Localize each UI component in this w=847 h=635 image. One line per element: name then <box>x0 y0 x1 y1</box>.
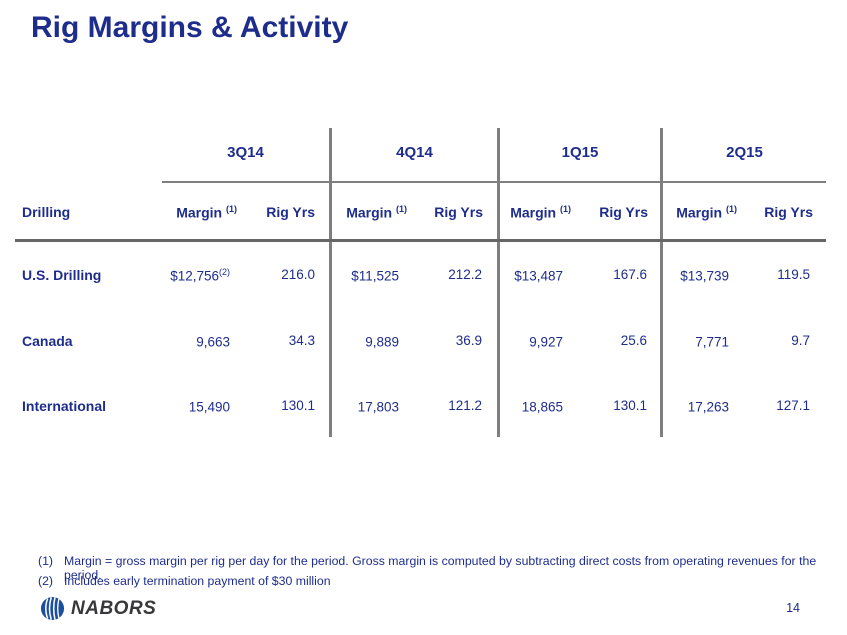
rigyrs-cell: 119.5 <box>777 267 810 282</box>
logo-wordmark: NABORS <box>71 597 157 619</box>
margin-cell: 17,803 <box>357 399 399 415</box>
quarter-underline <box>663 181 826 183</box>
margin-cell: 18,865 <box>521 399 563 415</box>
rigyrs-cell: 34.3 <box>288 333 315 348</box>
table-divider <box>660 128 663 437</box>
margin-column-header: Margin (1) <box>676 204 737 221</box>
footnote-marker: (1) <box>38 554 54 568</box>
row-label-us-drilling: U.S. Drilling <box>22 267 102 283</box>
margin-cell: 17,263 <box>687 399 729 415</box>
table-divider <box>329 128 332 437</box>
table-divider <box>497 128 500 437</box>
quarter-underline <box>500 181 660 183</box>
footnote-ref-1: (1) <box>396 204 407 214</box>
rigyrs-cell: 127.1 <box>776 398 810 413</box>
page-number: 14 <box>786 601 800 615</box>
footnote-ref-1: (1) <box>226 204 237 214</box>
margin-cell: $13,739 <box>680 268 729 284</box>
footnote-ref-2: (2) <box>219 267 230 277</box>
rigyrs-cell: 167.6 <box>613 267 647 282</box>
rigyrs-column-header: Rig Yrs <box>764 204 813 220</box>
footnote-2: (2) Includes early termination payment o… <box>38 574 331 588</box>
footnote-ref-1: (1) <box>726 204 737 214</box>
rigyrs-column-header: Rig Yrs <box>434 204 483 220</box>
margin-cell: 9,889 <box>365 334 399 350</box>
margin-cell: $13,487 <box>514 268 563 284</box>
row-label-canada: Canada <box>22 333 73 349</box>
footnote-1: (1) Margin = gross margin per rig per da… <box>38 554 847 582</box>
margins-table: 3Q14 4Q14 1Q15 2Q15 Drilling Margin (1) … <box>15 128 826 437</box>
quarter-header: 1Q15 <box>561 144 599 161</box>
row-label-international: International <box>22 398 107 414</box>
rigyrs-cell: 9.7 <box>791 333 810 348</box>
rigyrs-column-header: Rig Yrs <box>599 204 648 220</box>
margin-column-header: Margin (1) <box>510 204 571 221</box>
quarter-underline <box>332 181 497 183</box>
footnote-marker: (2) <box>38 574 54 588</box>
margin-cell: $12,756(2) <box>170 267 230 284</box>
nabors-logo: NABORS <box>40 596 156 621</box>
quarter-header: 2Q15 <box>726 144 763 161</box>
rigyrs-cell: 130.1 <box>613 398 647 413</box>
rigyrs-cell: 36.9 <box>455 333 482 348</box>
rigyrs-cell: 212.2 <box>448 267 482 282</box>
quarter-header: 3Q14 <box>227 144 264 161</box>
margin-cell: 9,663 <box>196 334 230 350</box>
margin-column-header: Margin (1) <box>346 204 407 221</box>
rigyrs-cell: 121.2 <box>448 398 482 413</box>
rigyrs-cell: 216.0 <box>281 267 315 282</box>
rigyrs-cell: 130.1 <box>281 398 315 413</box>
margin-column-header: Margin (1) <box>176 204 237 221</box>
margin-cell: 7,771 <box>695 334 729 350</box>
nabors-globe-icon <box>40 596 65 621</box>
drilling-column-header: Drilling <box>22 204 71 220</box>
header-rule <box>15 239 826 242</box>
footnote-ref-1: (1) <box>560 204 571 214</box>
rigyrs-cell: 25.6 <box>620 333 647 348</box>
footnote-text: Includes early termination payment of $3… <box>64 574 331 588</box>
rigyrs-column-header: Rig Yrs <box>266 204 315 220</box>
margin-cell: 9,927 <box>529 334 563 350</box>
margin-cell: $11,525 <box>351 268 399 284</box>
footnote-text: Margin = gross margin per rig per day fo… <box>64 554 817 582</box>
slide-title: Rig Margins & Activity <box>31 11 349 44</box>
margin-cell: 15,490 <box>188 399 230 415</box>
quarter-header: 4Q14 <box>396 144 433 161</box>
quarter-underline <box>162 181 329 183</box>
